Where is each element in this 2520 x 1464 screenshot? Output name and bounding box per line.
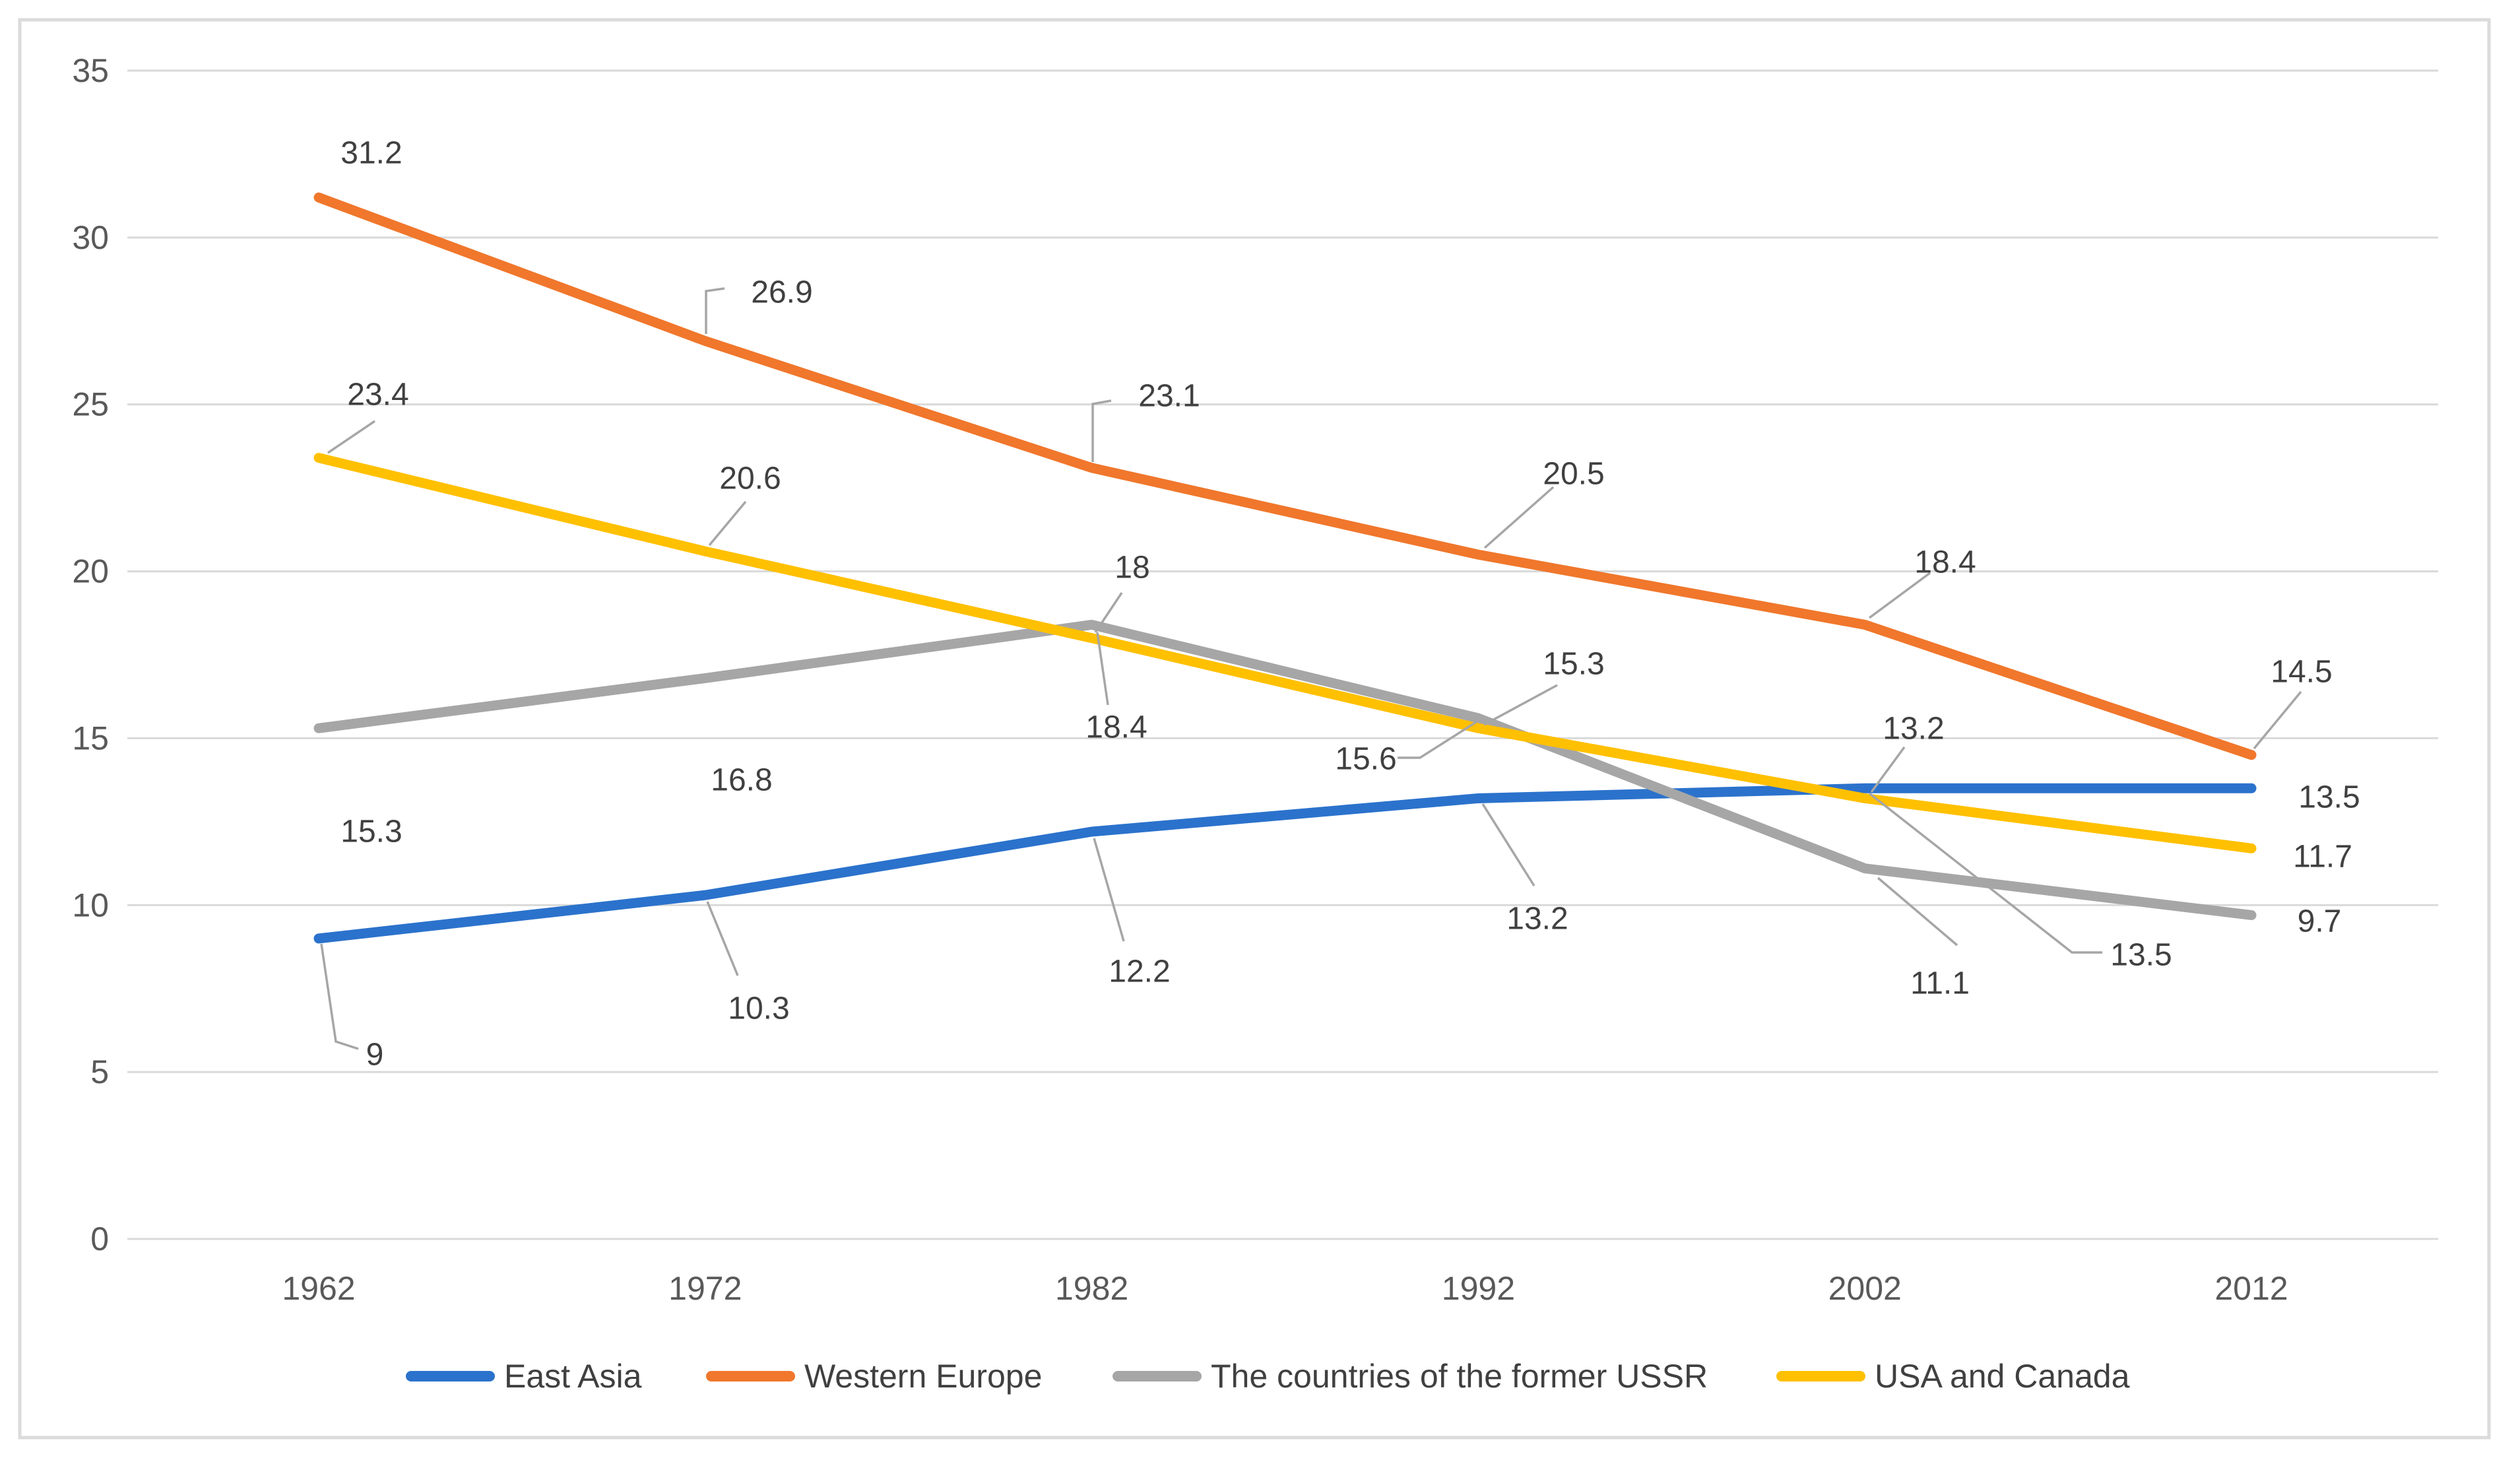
- series-line-usa-and-canada: [313, 453, 2257, 853]
- data-label: 23.1: [1138, 379, 1200, 414]
- leader-line: [1398, 721, 1477, 759]
- series-line-the-countries-of-the-former-ussr: [313, 619, 2257, 920]
- x-tick-label: 2002: [1828, 1270, 1902, 1307]
- data-label: 11.1: [1910, 966, 1970, 1001]
- leader-line: [708, 500, 747, 547]
- x-tick-label: 1992: [1442, 1270, 1515, 1307]
- data-label: 11.7: [2293, 840, 2352, 875]
- leader-line: [1096, 632, 1109, 706]
- leader-line: [320, 943, 359, 1050]
- series-line-western-europe: [313, 192, 2257, 760]
- data-label: 18.4: [1085, 710, 1147, 745]
- data-label: 18.4: [1914, 545, 1976, 580]
- legend-label: Western Europe: [804, 1358, 1042, 1395]
- data-label: 9: [366, 1038, 384, 1073]
- legend-label: East Asia: [504, 1358, 642, 1395]
- leader-line: [1870, 746, 1906, 793]
- data-label: 15.3: [340, 815, 402, 849]
- legend-label: USA and Canada: [1875, 1358, 2130, 1395]
- y-tick-label: 5: [90, 1053, 109, 1090]
- leader-line: [705, 287, 725, 334]
- data-label: 15.3: [1543, 647, 1604, 682]
- y-tick-label: 10: [72, 886, 109, 923]
- x-tick-label: 2012: [2214, 1270, 2288, 1307]
- legend-swatch: [1113, 1371, 1202, 1381]
- data-label: 18: [1115, 550, 1149, 585]
- data-label: 23.4: [347, 378, 408, 413]
- data-label: 15.6: [1335, 742, 1396, 777]
- x-tick-label: 1972: [668, 1270, 742, 1307]
- data-label: 20.6: [719, 461, 781, 496]
- data-label: 26.9: [751, 275, 812, 310]
- legend-item-the-countries-of-the-former-ussr: The countries of the former USSR: [1113, 1358, 1708, 1395]
- leader-line: [1091, 399, 1112, 462]
- legend-item-east-asia: East Asia: [406, 1358, 642, 1395]
- y-tick-label: 30: [72, 219, 109, 256]
- data-label: 12.2: [1109, 954, 1170, 989]
- data-label: 14.5: [2271, 655, 2332, 690]
- figure-border: [18, 18, 2491, 1440]
- x-tick-label: 1962: [282, 1270, 355, 1307]
- leader-line: [1877, 877, 1958, 947]
- y-tick-label: 20: [72, 553, 109, 590]
- data-label: 31.2: [340, 136, 402, 171]
- leader-line: [1868, 792, 2102, 954]
- data-label: 16.8: [711, 763, 772, 798]
- x-tick-label: 1982: [1055, 1270, 1128, 1307]
- data-label: 20.5: [1543, 457, 1604, 492]
- leader-line: [1481, 803, 1535, 886]
- leader-line: [1094, 592, 1123, 633]
- legend-item-usa-and-canada: USA and Canada: [1776, 1358, 2130, 1395]
- series-line-east-asia: [313, 783, 2257, 944]
- data-label: 13.2: [1506, 902, 1568, 937]
- y-tick-label: 15: [72, 719, 109, 756]
- data-label: 13.5: [2110, 938, 2172, 973]
- legend-swatch: [1776, 1371, 1865, 1381]
- leader-line: [1483, 684, 1558, 726]
- data-label: 10.3: [728, 991, 789, 1026]
- leader-line: [1868, 572, 1931, 619]
- legend-swatch: [706, 1371, 795, 1381]
- legend-item-western-europe: Western Europe: [706, 1358, 1042, 1395]
- legend-swatch: [406, 1371, 495, 1381]
- leader-line: [706, 901, 739, 976]
- legend-label: The countries of the former USSR: [1211, 1358, 1708, 1395]
- y-tick-label: 25: [72, 386, 109, 423]
- y-tick-label: 0: [90, 1220, 109, 1257]
- leader-line: [1483, 486, 1555, 549]
- leader-line: [1093, 838, 1125, 942]
- data-label: 13.5: [2298, 780, 2360, 815]
- data-label: 9.7: [2298, 904, 2342, 939]
- leader-line: [2253, 690, 2302, 750]
- y-tick-label: 35: [72, 52, 109, 89]
- leader-line: [327, 420, 375, 454]
- data-label: 13.2: [1883, 712, 1944, 747]
